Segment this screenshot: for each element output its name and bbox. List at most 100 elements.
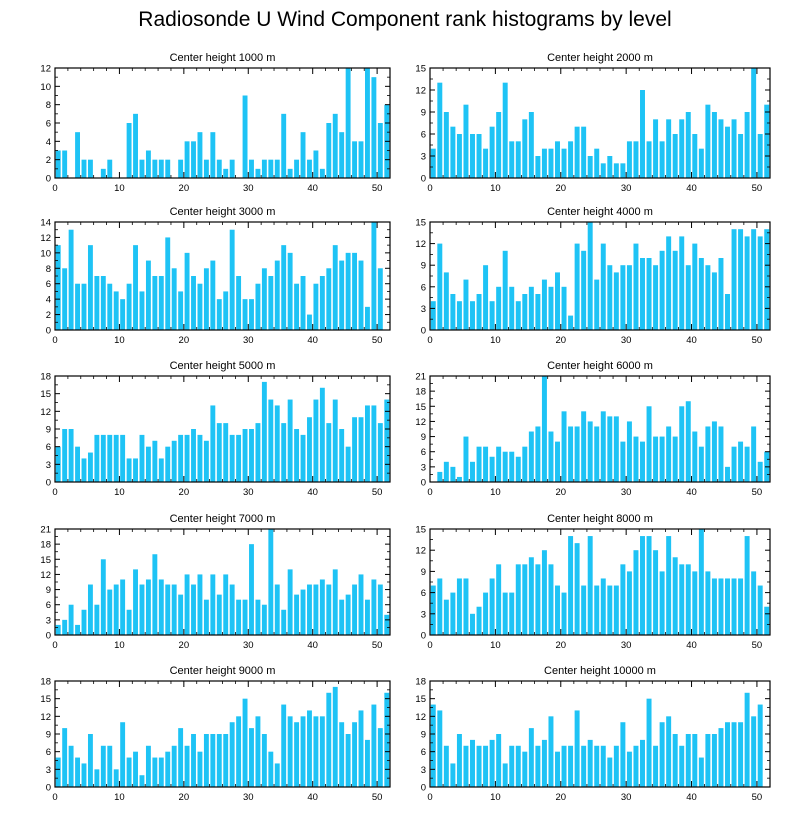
histogram-bar [384, 614, 390, 635]
histogram-bar [126, 283, 132, 330]
y-tick-label: 3 [421, 152, 426, 163]
x-tick-label: 0 [52, 335, 57, 346]
histogram-bar [158, 276, 164, 330]
histogram-bar [483, 148, 489, 178]
histogram-bar [236, 434, 242, 482]
histogram-bar [483, 265, 489, 330]
x-tick-label: 40 [686, 640, 697, 651]
histogram-bar [300, 132, 306, 178]
histogram-bar [705, 734, 711, 787]
histogram-bar [197, 132, 203, 178]
histogram-bar [62, 268, 68, 330]
histogram-bar [75, 757, 80, 787]
histogram-bar [666, 236, 672, 330]
y-tick-label: 0 [421, 478, 426, 489]
histogram-bar [568, 141, 574, 178]
histogram-bar [711, 734, 717, 787]
histogram-bar [75, 132, 80, 178]
histogram-bar [476, 745, 482, 787]
x-tick-label: 50 [372, 487, 383, 498]
histogram-bar [502, 592, 508, 635]
x-tick-label: 10 [490, 183, 501, 194]
x-tick-label: 0 [52, 487, 57, 498]
histogram-bar [561, 745, 567, 787]
histogram-bar [178, 434, 184, 482]
histogram-bar [210, 405, 216, 482]
x-tick-label: 20 [555, 487, 566, 498]
panel-title: Center height 10000 m [544, 665, 656, 677]
histogram-bar [528, 431, 534, 482]
histogram-bar [607, 156, 613, 178]
histogram-bar [178, 728, 184, 787]
y-tick-label: 12 [415, 712, 426, 723]
histogram-bar [365, 68, 370, 178]
histogram-bar [216, 423, 222, 482]
histogram-bar [274, 260, 280, 330]
y-tick-label: 18 [415, 387, 426, 398]
histogram-bar [443, 272, 449, 330]
histogram-bar [470, 739, 475, 787]
histogram-bar [313, 399, 319, 482]
y-tick-label: 15 [40, 555, 51, 566]
y-tick-label: 3 [421, 609, 426, 620]
histogram-bar [133, 458, 138, 482]
histogram-bar [698, 529, 704, 635]
histogram-bar [640, 739, 645, 787]
histogram-bar [711, 421, 717, 482]
histogram-bar [528, 286, 534, 330]
y-tick-label: 12 [415, 239, 426, 250]
histogram-bar [113, 291, 119, 330]
histogram-bar [100, 559, 106, 635]
histogram-bar [332, 113, 338, 178]
histogram-bar [326, 423, 332, 482]
x-tick-label: 40 [686, 183, 697, 194]
histogram-bar [620, 441, 626, 482]
y-tick-label: 15 [415, 218, 426, 229]
histogram-bar [600, 411, 606, 482]
histogram-bar [281, 113, 287, 178]
histogram-bar [300, 434, 306, 482]
histogram-bar [242, 299, 248, 330]
histogram-bar [268, 159, 274, 178]
histogram-bar [574, 243, 580, 330]
x-tick-label: 20 [179, 792, 190, 803]
histogram-bar [541, 739, 547, 787]
histogram-bar [437, 710, 443, 787]
histogram-bar [197, 751, 203, 787]
histogram-bar [659, 436, 665, 482]
histogram-bar [345, 252, 351, 330]
histogram-bar [705, 265, 711, 330]
histogram-bar [100, 434, 106, 482]
histogram-bar [249, 544, 254, 635]
histogram-bar [365, 306, 370, 330]
histogram-bar [568, 315, 574, 330]
histogram-bar [731, 119, 737, 178]
histogram-bar [191, 141, 196, 178]
y-tick-label: 15 [415, 402, 426, 413]
histogram-bar [587, 222, 593, 330]
y-tick-label: 12 [415, 546, 426, 557]
histogram-bar [345, 68, 351, 178]
histogram-bar [725, 294, 730, 330]
histogram-bar [365, 599, 370, 635]
histogram-bar [679, 406, 685, 482]
histogram-bar [203, 440, 209, 482]
histogram-bar [613, 416, 619, 482]
y-tick-label: 6 [46, 747, 51, 758]
histogram-bar [287, 716, 293, 787]
histogram-bar [126, 757, 132, 787]
histogram-bar [281, 704, 287, 787]
histogram-bar [229, 159, 235, 178]
histogram-bar [165, 446, 171, 482]
panel-title: Center height 6000 m [547, 360, 653, 372]
histogram-bar [107, 434, 113, 482]
x-tick-label: 0 [52, 792, 57, 803]
histogram-bar [463, 578, 469, 635]
histogram-bar [294, 283, 300, 330]
histogram-bar [55, 624, 61, 635]
histogram-bar [307, 314, 312, 330]
histogram-bar [133, 113, 138, 178]
y-tick-label: 12 [415, 417, 426, 428]
histogram-bar [489, 739, 495, 787]
histogram-bar [152, 757, 158, 787]
